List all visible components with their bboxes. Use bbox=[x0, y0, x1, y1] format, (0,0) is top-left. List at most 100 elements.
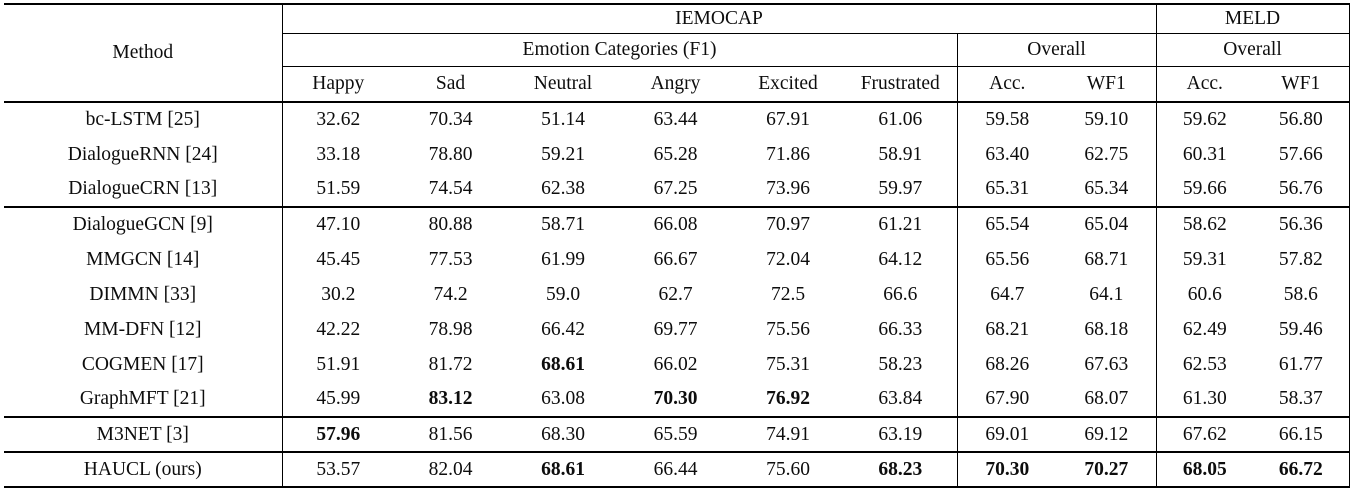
table-row: DialogueCRN [13] 51.59 74.54 62.38 67.25 73.9… bbox=[4, 172, 1350, 207]
value-cell: 64.12 bbox=[878, 248, 923, 270]
value-cell: 70.27 bbox=[1057, 451, 1157, 488]
value-cell: 45.45 bbox=[281, 242, 394, 277]
table-row: DialogueGCN [9] 47.10 80.88 58.71 66.08 70.97… bbox=[4, 206, 1350, 242]
method-cell: HAUCL (ours) bbox=[4, 451, 282, 488]
value-cell: 68.30 bbox=[507, 416, 619, 452]
method-cell: bc-LSTM [25] bbox=[85, 109, 200, 131]
value-cell: 32.62 bbox=[281, 102, 394, 137]
value-cell: 58.6 bbox=[1253, 277, 1350, 312]
value-cell: 59.46 bbox=[1253, 312, 1350, 347]
value-cell: 65.59 bbox=[619, 416, 732, 452]
value-cell: 61.77 bbox=[1253, 347, 1350, 382]
value-cell: 45.99 bbox=[281, 382, 394, 417]
value-cell: 70.30 bbox=[956, 451, 1057, 488]
table-row: MM-DFN [12] 42.22 78.98 66.42 69.77 75.56 66.3… bbox=[4, 312, 1350, 347]
value-cell: 68.05 bbox=[1155, 451, 1254, 488]
value-cell: 53.57 bbox=[281, 451, 394, 488]
table-row: GraphMFT [21] 45.99 83.12 63.08 70.30 76.92 63… bbox=[4, 382, 1350, 417]
value-cell: 66.08 bbox=[619, 206, 732, 242]
value-cell: 74.54 bbox=[428, 178, 473, 200]
value-cell: 68.26 bbox=[956, 347, 1057, 382]
value-cell: 63.08 bbox=[541, 388, 585, 410]
value-cell: 65.54 bbox=[956, 206, 1057, 242]
method-cell: GraphMFT [21] bbox=[79, 388, 206, 410]
value-cell: 69.77 bbox=[653, 318, 698, 340]
value-cell: 59.10 bbox=[1084, 109, 1129, 131]
column-header-sad: Sad bbox=[394, 66, 507, 103]
value-cell: 65.04 bbox=[1057, 206, 1157, 242]
table-row: bc-LSTM [25] 32.62 70.34 51.14 63.44 67.91 61.… bbox=[4, 102, 1350, 137]
value-cell: 63.40 bbox=[956, 137, 1057, 172]
method-cell: MMGCN [14] bbox=[86, 248, 200, 270]
value-cell: 73.96 bbox=[766, 178, 810, 200]
table-row: M3NET [3] 57.96 81.56 68.30 65.59 74.91 63.19 6… bbox=[4, 416, 1350, 452]
table-row: DialogueRNN [24] 33.18 78.80 59.21 65.28 71.8… bbox=[4, 137, 1350, 172]
value-cell: 61.99 bbox=[541, 248, 585, 270]
value-cell: 58.37 bbox=[1253, 382, 1350, 417]
value-cell: 67.90 bbox=[956, 382, 1057, 417]
header-row-columns: Happy Sad Neutral Angry Excited Frustrat… bbox=[4, 66, 1350, 103]
value-cell: 56.80 bbox=[1253, 102, 1350, 137]
value-cell: 70.34 bbox=[428, 109, 473, 131]
value-cell: 57.96 bbox=[281, 416, 394, 452]
value-cell: 75.56 bbox=[766, 318, 810, 340]
results-table-container: Method IEMOCAP MELD Emotion Categories (… bbox=[4, 3, 1350, 488]
value-cell: 76.92 bbox=[766, 388, 810, 410]
results-table: Method IEMOCAP MELD Emotion Categories (… bbox=[4, 3, 1350, 488]
value-cell: 51.91 bbox=[281, 347, 394, 382]
value-cell: 62.49 bbox=[1155, 312, 1254, 347]
value-cell: 64.1 bbox=[1089, 283, 1124, 305]
table-row: DIMMN [33] 30.2 74.2 59.0 62.7 72.5 66.6 64.7 64… bbox=[4, 277, 1350, 312]
value-cell: 61.06 bbox=[878, 109, 923, 131]
value-cell: 59.31 bbox=[1155, 242, 1254, 277]
value-cell: 42.22 bbox=[281, 312, 394, 347]
iemocap-overall-header: Overall bbox=[956, 33, 1157, 67]
value-cell: 63.44 bbox=[653, 109, 698, 131]
value-cell: 68.61 bbox=[507, 451, 619, 488]
value-cell: 59.21 bbox=[541, 143, 585, 165]
value-cell: 69.01 bbox=[956, 416, 1057, 452]
value-cell: 30.2 bbox=[281, 277, 394, 312]
value-cell: 59.97 bbox=[878, 178, 923, 200]
value-cell: 66.02 bbox=[653, 353, 698, 375]
column-header-happy: Happy bbox=[281, 66, 394, 103]
value-cell: 57.82 bbox=[1253, 242, 1350, 277]
column-header-meld-wf1: WF1 bbox=[1253, 66, 1350, 103]
value-cell: 63.19 bbox=[844, 416, 957, 452]
value-cell: 62.7 bbox=[658, 283, 693, 305]
column-header-neutral: Neutral bbox=[507, 66, 619, 103]
value-cell: 60.31 bbox=[1155, 137, 1254, 172]
meld-overall-header: Overall bbox=[1155, 33, 1350, 67]
value-cell: 82.04 bbox=[394, 451, 507, 488]
value-cell: 62.75 bbox=[1084, 143, 1129, 165]
value-cell: 75.31 bbox=[766, 353, 810, 375]
value-cell: 65.31 bbox=[956, 172, 1057, 207]
value-cell: 81.72 bbox=[428, 353, 473, 375]
value-cell: 78.98 bbox=[428, 318, 473, 340]
value-cell: 59.66 bbox=[1155, 172, 1254, 207]
value-cell: 70.97 bbox=[732, 206, 844, 242]
method-cell: DialogueGCN [9] bbox=[4, 206, 282, 242]
value-cell: 68.21 bbox=[956, 312, 1057, 347]
value-cell: 59.0 bbox=[545, 283, 581, 305]
value-cell: 66.42 bbox=[541, 318, 585, 340]
method-cell: DialogueCRN [13] bbox=[68, 178, 218, 200]
value-cell: 59.62 bbox=[1155, 102, 1254, 137]
value-cell: 66.72 bbox=[1253, 451, 1350, 488]
value-cell: 80.88 bbox=[394, 206, 507, 242]
value-cell: 58.71 bbox=[507, 206, 619, 242]
value-cell: 51.14 bbox=[541, 109, 585, 131]
value-cell: 74.91 bbox=[732, 416, 844, 452]
value-cell: 69.12 bbox=[1057, 416, 1157, 452]
emotion-categories-header: Emotion Categories (F1) bbox=[281, 33, 957, 67]
value-cell: 67.63 bbox=[1084, 353, 1129, 375]
header-row-groups: Emotion Categories (F1) Overall Overall bbox=[4, 33, 1350, 67]
method-cell: DialogueRNN [24] bbox=[67, 143, 218, 165]
value-cell: 71.86 bbox=[766, 143, 810, 165]
column-header-iemocap-wf1: WF1 bbox=[1057, 66, 1157, 103]
value-cell: 65.34 bbox=[1084, 178, 1129, 200]
method-column-header: Method bbox=[4, 3, 282, 103]
value-cell: 67.91 bbox=[766, 109, 810, 131]
value-cell: 58.62 bbox=[1155, 206, 1254, 242]
iemocap-dataset-header: IEMOCAP bbox=[281, 3, 1157, 34]
